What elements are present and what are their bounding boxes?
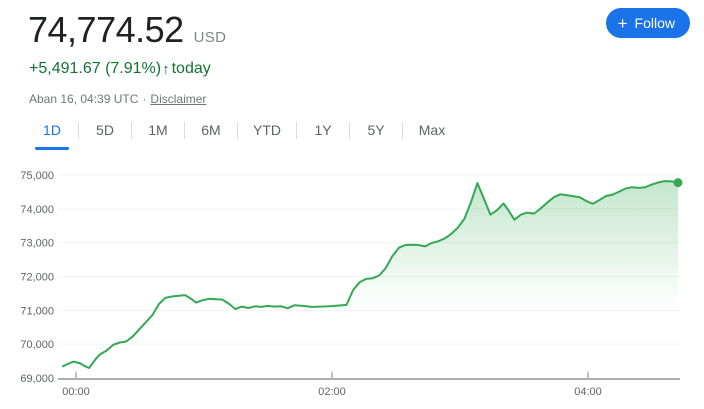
tab-5d[interactable]: 5D	[79, 117, 131, 150]
meta-separator: ·	[142, 92, 147, 106]
tab-divider	[349, 122, 350, 139]
tab-1m-label: 1M	[148, 122, 168, 138]
tab-divider	[237, 122, 238, 139]
y-axis-label: 70,000	[20, 339, 54, 351]
tab-divider	[184, 122, 185, 139]
tab-divider	[402, 122, 403, 139]
follow-button[interactable]: + Follow	[605, 8, 690, 38]
tab-1d[interactable]: 1D	[26, 117, 78, 150]
price-line	[62, 180, 679, 369]
quote-meta-row: Aban 16, 04:39 UTC · Disclaimer	[29, 92, 206, 106]
tab-1y[interactable]: 1Y	[297, 117, 349, 150]
current-price: 74,774.52	[28, 9, 184, 50]
tab-6m-label: 6M	[201, 122, 221, 138]
latest-price-dot	[673, 178, 683, 188]
tab-divider	[296, 122, 297, 139]
y-axis-label: 73,000	[20, 238, 54, 250]
tab-1y-label: 1Y	[314, 122, 332, 138]
tab-divider	[78, 122, 79, 139]
price-change-period: today	[171, 60, 211, 77]
plus-icon: +	[617, 13, 628, 33]
y-axis-label: 71,000	[20, 305, 54, 317]
tab-5y[interactable]: 5Y	[350, 117, 402, 150]
x-axis-label: 04:00	[574, 386, 602, 398]
tab-max-label: Max	[418, 122, 446, 138]
price-change-row: +5,491.67 (7.91%) ↑ today	[29, 60, 211, 78]
tab-1d-label: 1D	[43, 122, 61, 138]
quote-timestamp: Aban 16, 04:39 UTC	[29, 92, 139, 106]
arrow-up-icon: ↑	[162, 60, 170, 78]
disclaimer-link[interactable]: Disclaimer	[150, 92, 207, 106]
price-area-fill	[63, 181, 678, 378]
active-tab-underline	[35, 147, 69, 150]
x-axis-label: 00:00	[62, 386, 90, 398]
tab-divider	[131, 122, 132, 139]
tab-5d-label: 5D	[96, 122, 114, 138]
price-row: 74,774.52 USD	[28, 10, 226, 50]
follow-button-label: Follow	[634, 15, 675, 31]
y-axis-label: 74,000	[20, 204, 54, 216]
tab-ytd-label: YTD	[253, 122, 281, 138]
y-axis-label: 72,000	[20, 272, 54, 284]
x-axis-label: 02:00	[318, 386, 346, 398]
y-axis-label: 69,000	[20, 373, 54, 385]
tab-6m[interactable]: 6M	[185, 117, 237, 150]
tab-ytd[interactable]: YTD	[238, 117, 296, 150]
currency-code: USD	[193, 29, 227, 46]
range-tabs: 1D 5D 1M 6M YTD 1Y 5Y Max	[26, 117, 461, 150]
price-change-value: +5,491.67 (7.91%)	[29, 60, 162, 77]
tab-5y-label: 5Y	[367, 122, 385, 138]
tab-1m[interactable]: 1M	[132, 117, 184, 150]
tab-max[interactable]: Max	[403, 117, 461, 150]
y-axis-label: 75,000	[20, 170, 54, 182]
